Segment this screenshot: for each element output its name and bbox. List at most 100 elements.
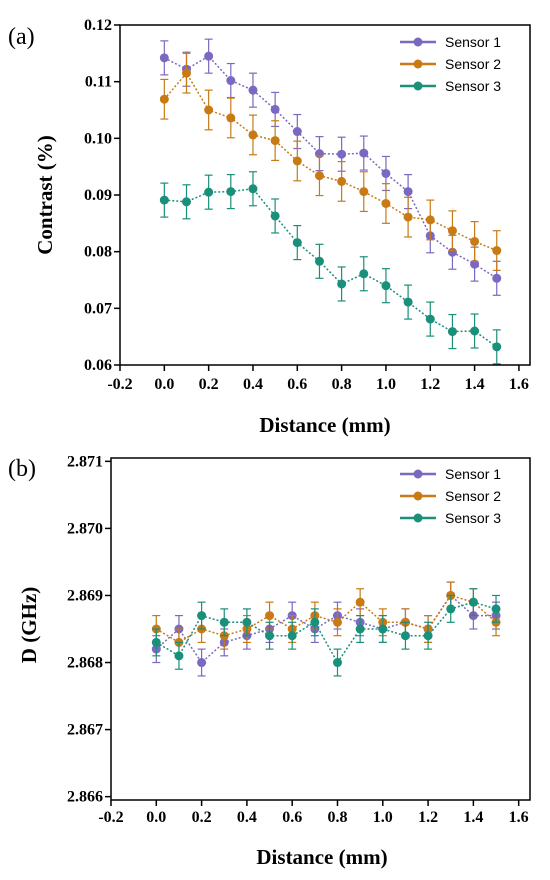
x-axis-title-b: Distance (mm) xyxy=(256,845,387,869)
y-tick-label: 0.07 xyxy=(84,300,112,317)
x-tick-label: 1.4 xyxy=(463,809,483,826)
data-point xyxy=(446,604,456,614)
data-point xyxy=(332,617,342,627)
x-tick-label: 0.6 xyxy=(287,376,307,393)
data-point xyxy=(219,617,229,627)
data-point xyxy=(337,149,347,159)
x-tick-label: 0.4 xyxy=(243,376,263,393)
data-point xyxy=(242,617,252,627)
data-point xyxy=(492,246,502,256)
series-line xyxy=(155,601,497,664)
data-point xyxy=(403,297,413,307)
legend-label: Sensor 1 xyxy=(445,34,501,50)
x-tick-label: 0.4 xyxy=(237,809,257,826)
y-tick-label: 0.09 xyxy=(84,187,112,204)
series-2 xyxy=(159,52,502,271)
data-point xyxy=(314,256,324,266)
legend-marker xyxy=(413,513,423,523)
y-tick-label: 2.866 xyxy=(67,789,103,806)
y-tick-label: 2.869 xyxy=(67,587,103,604)
x-tick-label: -0.2 xyxy=(98,809,123,826)
data-point xyxy=(151,637,161,647)
legend-item: Sensor 1 xyxy=(400,466,501,482)
y-tick-label: 0.06 xyxy=(84,357,112,374)
data-point xyxy=(174,651,184,661)
data-point xyxy=(470,236,480,246)
y-tick-label: 0.08 xyxy=(84,244,112,261)
data-point xyxy=(159,195,169,205)
data-point xyxy=(337,176,347,186)
data-point xyxy=(491,604,501,614)
data-point xyxy=(470,326,480,336)
series-line xyxy=(155,594,497,644)
legend-label: Sensor 2 xyxy=(445,56,501,72)
data-point xyxy=(159,53,169,63)
legend-marker xyxy=(413,469,423,479)
data-point xyxy=(403,187,413,197)
data-point xyxy=(447,226,457,236)
legend-marker xyxy=(413,59,423,69)
data-point xyxy=(270,136,280,146)
x-axis-title-a: Distance (mm) xyxy=(259,413,390,437)
data-point xyxy=(359,269,369,279)
series-line xyxy=(155,594,496,664)
series-line xyxy=(163,55,498,279)
y-tick-label: 0.10 xyxy=(84,130,112,147)
data-point xyxy=(265,631,275,641)
data-point xyxy=(292,127,302,137)
data-point xyxy=(248,85,258,95)
data-point xyxy=(492,342,502,352)
data-point xyxy=(226,113,236,123)
y-tick-label: 2.868 xyxy=(67,655,103,672)
data-point xyxy=(423,631,433,641)
y-axis-title-a: Contrast (%) xyxy=(33,135,57,255)
data-point xyxy=(400,631,410,641)
legend-item: Sensor 2 xyxy=(400,56,501,72)
legend-a: Sensor 1 Sensor 2 Sensor 3 xyxy=(400,34,501,94)
x-tick-label: 0.2 xyxy=(192,809,212,826)
y-tick-label: 2.867 xyxy=(67,722,103,739)
legend-label: Sensor 3 xyxy=(445,78,501,94)
panel-label-a: (a) xyxy=(8,24,35,50)
data-point xyxy=(292,156,302,166)
data-point xyxy=(248,184,258,194)
data-point xyxy=(337,279,347,289)
data-point xyxy=(265,611,275,621)
legend-item: Sensor 3 xyxy=(400,78,501,94)
data-point xyxy=(381,168,391,178)
data-point xyxy=(226,187,236,197)
legend-item: Sensor 1 xyxy=(400,34,501,50)
legend-marker xyxy=(413,81,423,91)
data-point xyxy=(359,148,369,158)
data-point xyxy=(355,597,365,607)
data-point xyxy=(403,212,413,222)
data-point xyxy=(270,211,280,221)
data-point xyxy=(159,94,169,104)
data-point xyxy=(447,327,457,337)
x-tick-label: 1.4 xyxy=(465,376,485,393)
data-point xyxy=(378,624,388,634)
series-line xyxy=(164,188,498,348)
zfs-chart-panel: (b) D (GHz) Distance (mm) -0.2 0.0 0.2 0.4 0… xyxy=(8,453,531,869)
x-tick-label: 1.0 xyxy=(373,809,393,826)
x-tick-label: 0.2 xyxy=(199,376,219,393)
data-point xyxy=(287,631,297,641)
data-point xyxy=(226,76,236,86)
plot-frame-b xyxy=(110,457,531,801)
data-point xyxy=(181,68,191,78)
series-line xyxy=(163,71,498,252)
data-point xyxy=(204,51,214,61)
x-tick-label: 1.0 xyxy=(376,376,396,393)
y-tick-label: 0.11 xyxy=(85,74,112,91)
plot-frame-a xyxy=(119,24,531,366)
legend-b: Sensor 1 Sensor 2 Sensor 3 xyxy=(400,466,501,526)
data-point xyxy=(381,281,391,291)
y-tick-label: 0.12 xyxy=(84,17,112,34)
data-point xyxy=(204,105,214,115)
x-tick-label: 0.8 xyxy=(332,376,352,393)
x-tick-label: 0.6 xyxy=(282,809,302,826)
data-point xyxy=(181,197,191,207)
data-point xyxy=(197,611,207,621)
x-tick-label: 1.6 xyxy=(509,809,529,826)
